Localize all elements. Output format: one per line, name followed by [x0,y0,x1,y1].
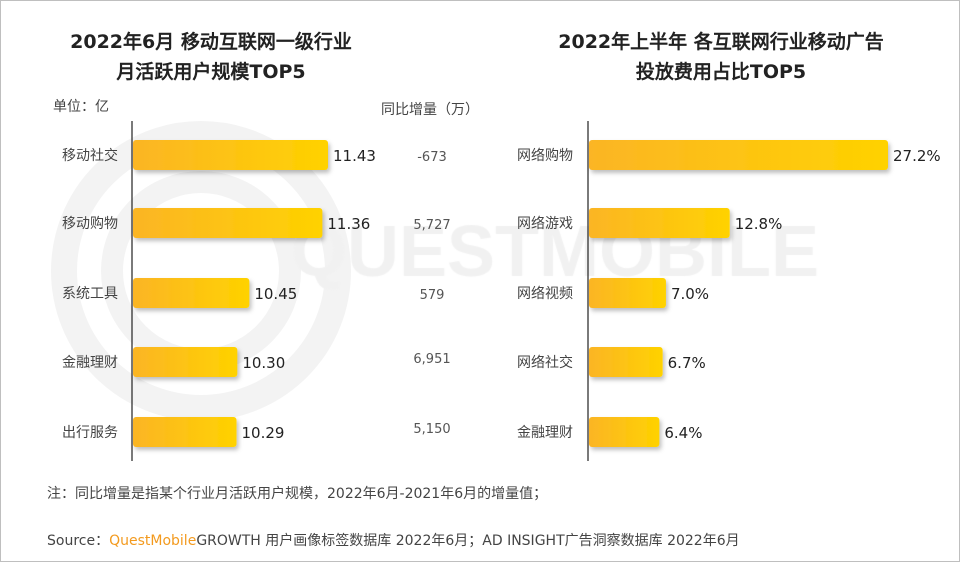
category-label: 移动购物 [62,216,118,232]
category-label: 网络游戏 [517,216,573,232]
unit-label: 单位：亿 [53,99,109,115]
source-prefix: Source： [47,533,110,549]
value-label: 7.0% [671,285,709,303]
left-chart-title: 2022年6月 移动互联网一级行业 月活跃用户规模TOP5 [21,27,401,87]
category-label: 出行服务 [62,425,118,441]
category-label: 金融理财 [62,355,118,371]
value-label: 11.43 [333,147,376,165]
left-title-line2: 月活跃用户规模TOP5 [116,61,306,83]
value-label: 12.8% [735,215,783,233]
right-title-line1: 2022年上半年 各互联网行业移动广告 [558,31,884,53]
bar-0-3 [133,347,238,377]
value-label: 6.4% [664,424,702,442]
source-brand: QuestMobile [109,533,197,549]
category-label: 移动社交 [62,147,118,164]
category-label: 网络社交 [517,354,573,371]
bar-0-0 [133,140,328,170]
yoy-value: 6,951 [413,352,450,367]
right-chart-title: 2022年上半年 各互联网行业移动广告 投放费用占比TOP5 [511,27,931,87]
value-label: 27.2% [893,147,941,165]
yoy-value: -673 [417,150,447,165]
value-label: 6.7% [668,354,706,372]
yoy-value: 5,727 [413,218,450,233]
value-label: 10.29 [242,424,285,442]
yoy-value: 5,150 [413,422,450,437]
bar-0-1 [133,208,323,238]
category-label: 网络视频 [517,286,573,302]
category-label: 金融理财 [517,425,573,441]
left-title-line1: 2022年6月 移动互联网一级行业 [70,31,352,53]
bar-0-2 [133,278,250,308]
source-line: Source：QuestMobileGROWTH 用户画像标签数据库 2022年… [47,530,740,550]
value-label: 11.36 [327,215,370,233]
bar-0-4 [133,417,237,447]
value-label: 10.30 [242,354,285,372]
bar-1-0 [589,140,888,170]
bar-1-2 [589,278,666,308]
footnote: 注：同比增量是指某个行业月活跃用户规模，2022年6月-2021年6月的增量值； [47,486,548,502]
value-label: 10.45 [254,285,297,303]
yoy-header: 同比增量（万） [381,102,479,118]
bar-1-4 [589,417,660,447]
category-label: 网络购物 [517,148,573,164]
bar-1-3 [589,347,663,377]
category-label: 系统工具 [62,286,118,302]
bar-1-1 [589,208,730,238]
source-rest: GROWTH 用户画像标签数据库 2022年6月；AD INSIGHT广告洞察数… [196,533,740,549]
right-title-line2: 投放费用占比TOP5 [635,61,807,83]
yoy-value: 579 [420,288,445,303]
